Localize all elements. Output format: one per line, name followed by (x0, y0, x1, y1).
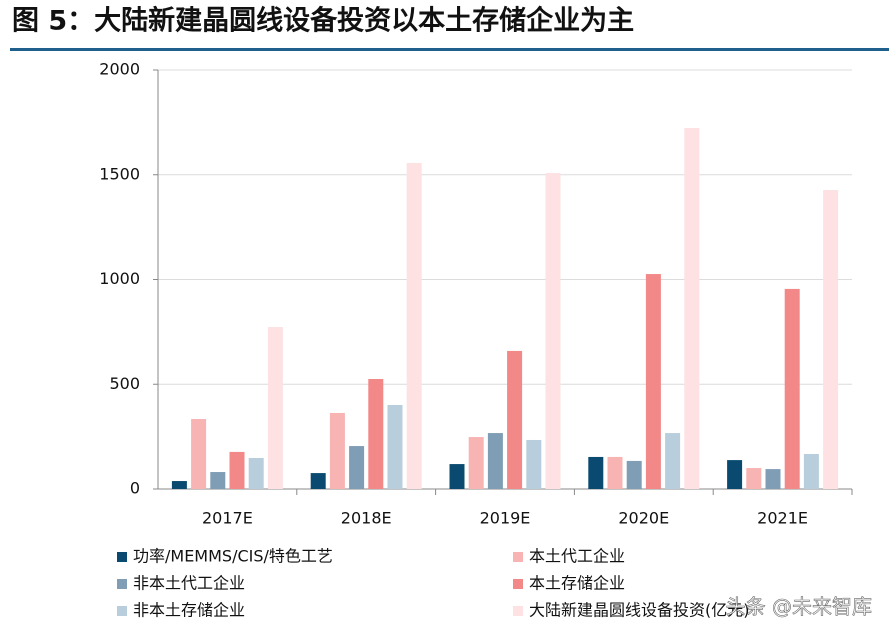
legend-swatch (513, 606, 523, 616)
x-tick-label: 2018E (341, 509, 392, 528)
y-tick-label: 2000 (99, 60, 140, 79)
bar (387, 404, 403, 489)
legend-swatch (117, 552, 127, 562)
legend-label: 本土存储企业 (529, 574, 625, 593)
legend-label: 非本土代工企业 (133, 574, 245, 593)
legend-label: 功率/MEMMS/CIS/特色工艺 (133, 547, 333, 566)
watermark: 头条 @未来智库 (726, 595, 872, 619)
y-tick-label: 1000 (99, 269, 140, 288)
legend-swatch (513, 552, 523, 562)
bar (727, 460, 743, 489)
bar (823, 190, 839, 489)
x-tick-label: 2019E (480, 509, 531, 528)
bar (784, 288, 800, 489)
bar (406, 163, 422, 489)
bar (191, 419, 207, 489)
bar (310, 473, 326, 489)
bar (267, 327, 283, 489)
legend-label: 非本土存储企业 (133, 601, 245, 620)
y-tick-label: 0 (130, 479, 140, 498)
bar (449, 464, 465, 489)
y-tick-label: 1500 (99, 164, 140, 183)
bar (645, 274, 661, 489)
title-rule (10, 48, 889, 51)
bar (588, 456, 604, 489)
bar (665, 433, 681, 489)
bar (803, 454, 819, 489)
legend-swatch (513, 579, 523, 589)
bar (684, 128, 700, 489)
bar (468, 437, 484, 489)
bar (329, 412, 345, 489)
bar (607, 456, 623, 489)
bar (526, 439, 542, 489)
bar (626, 460, 642, 489)
x-tick-label: 2017E (202, 509, 253, 528)
chart-title: 图 5：大陆新建晶圆线设备投资以本土存储企业为主 (12, 5, 634, 37)
bar (368, 379, 384, 489)
legend-label: 大陆新建晶圆线设备投资(亿元) (529, 601, 750, 620)
bar (545, 173, 561, 489)
legend-swatch (117, 579, 127, 589)
bar (210, 472, 226, 489)
bar (171, 481, 187, 489)
legend-swatch (117, 606, 127, 616)
y-tick-label: 500 (109, 374, 140, 393)
bar (765, 469, 781, 489)
x-tick-label: 2021E (757, 509, 808, 528)
x-tick-label: 2020E (618, 509, 669, 528)
bar (746, 468, 762, 489)
bar (248, 457, 264, 489)
bar (487, 433, 503, 489)
legend-label: 本土代工企业 (529, 547, 625, 566)
bar (349, 446, 365, 489)
bar (507, 350, 523, 489)
bar (229, 451, 245, 489)
